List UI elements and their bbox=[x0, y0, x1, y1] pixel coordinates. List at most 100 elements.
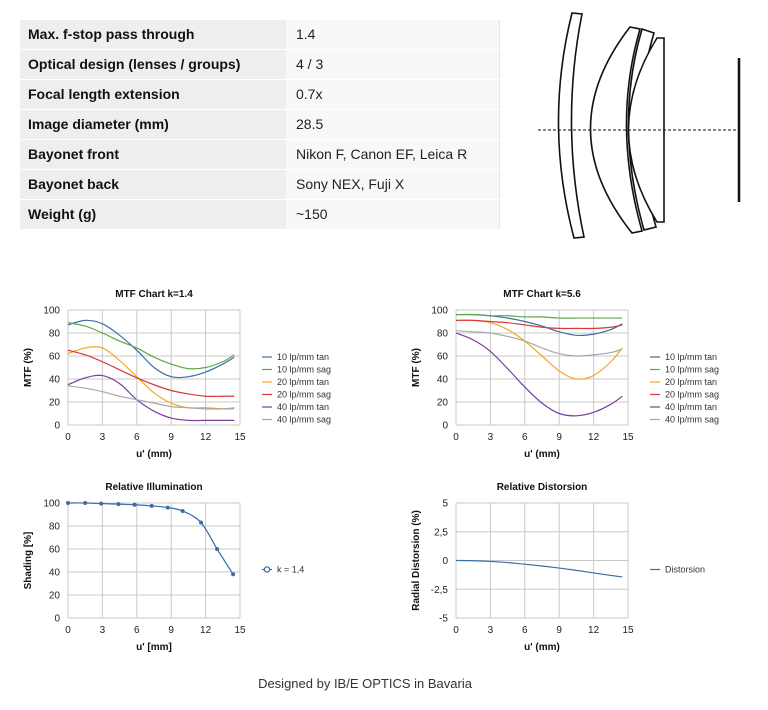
chart-title: Relative Distorsion bbox=[497, 482, 588, 493]
spec-row-max-fstop: Max. f-stop pass through 1.4 bbox=[20, 20, 500, 51]
y-tick-label: 80 bbox=[49, 329, 61, 340]
series-line bbox=[67, 349, 235, 398]
spec-value: 4 / 3 bbox=[286, 50, 500, 79]
y-tick-label: 100 bbox=[43, 499, 60, 510]
spec-label: Bayonet back bbox=[20, 170, 286, 199]
x-tick-label: 0 bbox=[65, 625, 71, 636]
legend-label: Distorsion bbox=[665, 565, 705, 575]
specs-table: Max. f-stop pass through 1.4 Optical des… bbox=[20, 20, 500, 231]
spec-value: ~150 bbox=[286, 200, 500, 229]
data-point bbox=[66, 501, 70, 505]
y-tick-label: 40 bbox=[49, 375, 61, 386]
lens-diagram bbox=[538, 12, 741, 239]
x-tick-label: 0 bbox=[453, 625, 459, 636]
x-tick-label: 6 bbox=[522, 432, 528, 443]
series-line bbox=[455, 313, 623, 319]
data-point bbox=[165, 505, 170, 510]
y-tick-label: 2,5 bbox=[434, 527, 448, 538]
y-tick-label: 80 bbox=[437, 329, 449, 340]
y-axis-label: MTF (%) bbox=[411, 348, 422, 387]
x-tick-label: 12 bbox=[200, 625, 212, 636]
x-tick-label: 0 bbox=[453, 432, 459, 443]
spec-label: Bayonet front bbox=[20, 140, 286, 169]
x-tick-label: 3 bbox=[100, 625, 106, 636]
series-line bbox=[67, 385, 235, 410]
legend-marker bbox=[263, 566, 271, 573]
series-line bbox=[455, 330, 623, 357]
x-tick-label: 6 bbox=[134, 625, 140, 636]
spec-row-optical-design: Optical design (lenses / groups) 4 / 3 bbox=[20, 50, 500, 81]
legend-label: 10 lp/mm sag bbox=[665, 365, 719, 375]
x-axis-label: u' [mm] bbox=[136, 642, 172, 653]
x-tick-label: 9 bbox=[556, 432, 562, 443]
chart-title: Relative Illumination bbox=[105, 482, 202, 493]
spec-label: Focal length extension bbox=[20, 80, 286, 109]
spec-value: Sony NEX, Fuji X bbox=[286, 170, 500, 199]
spec-row-bayonet-front: Bayonet front Nikon F, Canon EF, Leica R bbox=[20, 140, 500, 171]
data-point bbox=[149, 503, 154, 508]
x-tick-label: 12 bbox=[588, 625, 600, 636]
legend-label: 40 lp/mm tan bbox=[277, 402, 329, 412]
y-tick-label: -2,5 bbox=[431, 585, 449, 596]
y-tick-label: 100 bbox=[43, 306, 60, 317]
y-tick-label: 40 bbox=[437, 375, 449, 386]
y-tick-label: 40 bbox=[49, 568, 61, 579]
spec-row-focal-extension: Focal length extension 0.7x bbox=[20, 80, 500, 111]
y-tick-label: 100 bbox=[431, 306, 448, 317]
legend-label: 10 lp/mm tan bbox=[665, 352, 717, 362]
y-tick-label: 0 bbox=[54, 421, 60, 432]
series-line bbox=[67, 374, 235, 422]
y-axis-label: MTF (%) bbox=[23, 348, 34, 387]
chart-mtf-k14: MTF Chart k=1.4 0 20 40 60 80 100 0 3 6 9 12 15 u' (m… bbox=[20, 285, 360, 475]
legend-label: 20 lp/mm tan bbox=[277, 377, 329, 387]
spec-label: Max. f-stop pass through bbox=[20, 20, 286, 49]
data-point bbox=[180, 509, 185, 514]
series-line bbox=[455, 319, 623, 380]
x-tick-label: 12 bbox=[200, 432, 212, 443]
legend-label: 10 lp/mm sag bbox=[277, 365, 331, 375]
series-line bbox=[455, 559, 623, 578]
x-tick-label: 9 bbox=[168, 625, 174, 636]
spec-label: Optical design (lenses / groups) bbox=[20, 50, 286, 79]
x-tick-label: 9 bbox=[168, 432, 174, 443]
legend-label: 20 lp/mm sag bbox=[277, 390, 331, 400]
legend-label: 20 lp/mm tan bbox=[665, 377, 717, 387]
spec-value: 1.4 bbox=[286, 20, 500, 49]
x-axis-label: u' (mm) bbox=[524, 449, 560, 460]
y-tick-label: 5 bbox=[442, 499, 448, 510]
data-point bbox=[116, 502, 121, 507]
legend-label: 40 lp/mm tan bbox=[665, 402, 717, 412]
chart-title: MTF Chart k=5.6 bbox=[503, 289, 581, 300]
lens-element-2 bbox=[589, 26, 644, 234]
y-tick-label: 80 bbox=[49, 522, 61, 533]
lens-element-1 bbox=[557, 12, 585, 239]
x-axis-label: u' (mm) bbox=[136, 449, 172, 460]
y-axis-label: Shading [%] bbox=[23, 532, 34, 590]
data-point bbox=[231, 572, 236, 577]
y-tick-label: 0 bbox=[442, 421, 448, 432]
spec-label: Image diameter (mm) bbox=[20, 110, 286, 139]
x-tick-label: 15 bbox=[622, 625, 634, 636]
x-tick-label: 12 bbox=[588, 432, 600, 443]
spec-row-bayonet-back: Bayonet back Sony NEX, Fuji X bbox=[20, 170, 500, 201]
spec-value: 28.5 bbox=[286, 110, 500, 139]
y-tick-label: 60 bbox=[49, 545, 61, 556]
spec-row-weight: Weight (g) ~150 bbox=[20, 200, 500, 231]
data-point bbox=[215, 547, 220, 551]
x-tick-label: 3 bbox=[488, 432, 494, 443]
footer-credit: Designed by IB/E OPTICS in Bavaria bbox=[258, 676, 472, 691]
spec-value: 0.7x bbox=[286, 80, 500, 109]
legend-label: 40 lp/mm sag bbox=[277, 415, 331, 425]
legend-label: k = 1,4 bbox=[277, 565, 304, 575]
spec-value: Nikon F, Canon EF, Leica R bbox=[286, 140, 500, 169]
series-line bbox=[67, 319, 235, 379]
legend-label: 10 lp/mm tan bbox=[277, 352, 329, 362]
chart-mtf-k56: MTF Chart k=5.6 0 20 40 60 80 100 0 3 6 9 12 15 u' (m… bbox=[408, 285, 748, 475]
series-line bbox=[455, 319, 623, 330]
data-point bbox=[99, 501, 104, 506]
x-tick-label: 3 bbox=[488, 625, 494, 636]
x-tick-label: 6 bbox=[134, 432, 140, 443]
y-tick-label: 20 bbox=[49, 398, 61, 409]
series-line bbox=[67, 322, 235, 370]
x-tick-label: 6 bbox=[522, 625, 528, 636]
